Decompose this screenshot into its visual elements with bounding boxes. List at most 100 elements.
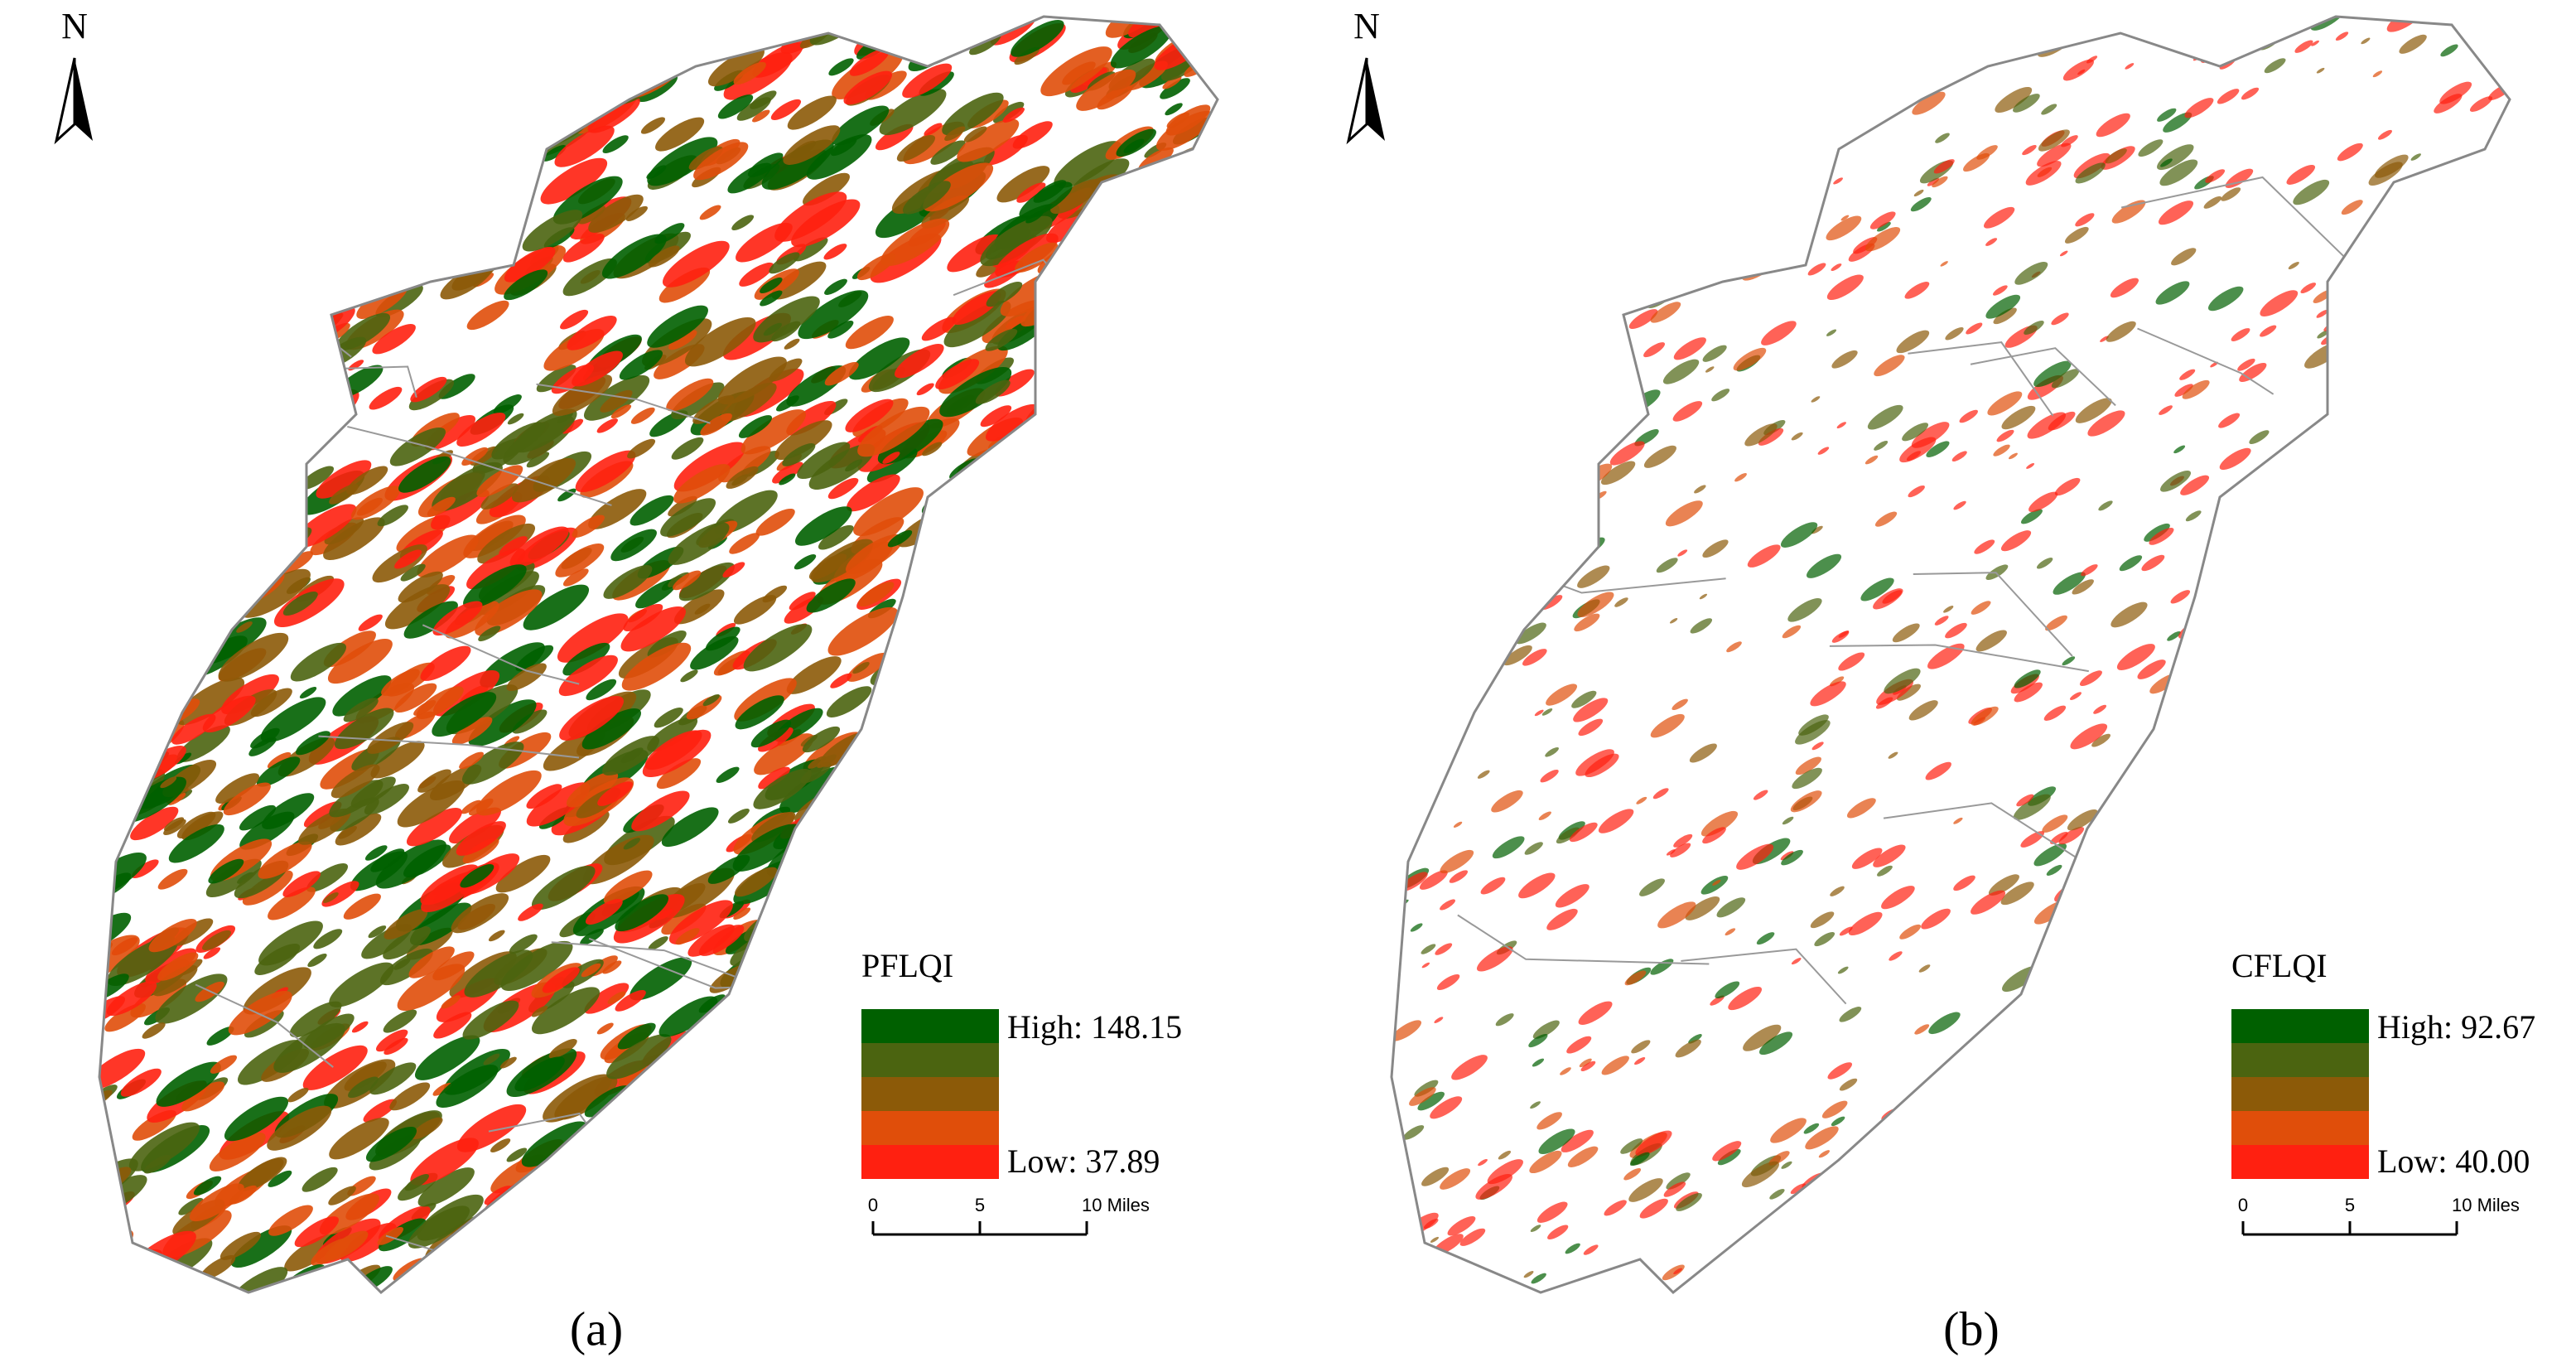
land-patch xyxy=(1840,215,1850,221)
district-boundary xyxy=(1457,914,1710,965)
land-patch xyxy=(1050,893,1073,909)
land-patch xyxy=(2385,197,2417,220)
land-patch xyxy=(963,126,987,143)
land-patch xyxy=(2110,278,2139,298)
land-patch xyxy=(923,162,994,212)
land-patch xyxy=(635,45,664,65)
land-patch xyxy=(276,191,334,231)
land-patch xyxy=(2106,321,2136,342)
land-patch xyxy=(695,1034,727,1056)
land-patch xyxy=(2106,1198,2116,1206)
land-patch xyxy=(135,55,187,91)
land-patch xyxy=(2278,618,2294,629)
land-patch xyxy=(1573,103,1583,110)
land-patch xyxy=(1716,897,1746,918)
land-patch xyxy=(1441,413,1478,439)
land-patch xyxy=(1728,986,1763,1011)
land-patch xyxy=(99,685,134,716)
land-patch xyxy=(606,1034,672,1080)
land-patch xyxy=(2293,179,2330,205)
land-patch xyxy=(1002,843,1039,868)
land-patch xyxy=(760,290,783,307)
land-patch xyxy=(1179,381,1199,394)
land-patch xyxy=(2291,730,2317,748)
land-patch xyxy=(204,141,251,174)
land-patch xyxy=(548,19,593,51)
land-patch xyxy=(958,594,1002,626)
land-patch xyxy=(2432,1094,2463,1116)
land-patch xyxy=(1705,1278,1743,1292)
land-patch xyxy=(384,1037,408,1056)
land-patch xyxy=(787,95,837,130)
land-patch xyxy=(1981,1247,2010,1267)
land-patch xyxy=(1392,1184,1406,1194)
land-patch xyxy=(1005,767,1054,802)
land-patch xyxy=(1715,981,1740,999)
land-patch xyxy=(932,532,990,572)
land-patch xyxy=(2038,129,2070,152)
land-patch xyxy=(1164,584,1218,629)
land-patch xyxy=(394,683,437,713)
land-patch xyxy=(2091,733,2110,747)
land-patch xyxy=(1920,17,1935,24)
land-patch xyxy=(924,123,943,136)
land-patch xyxy=(171,17,200,29)
land-patch xyxy=(1480,877,1506,895)
land-patch xyxy=(2218,413,2241,428)
land-patch xyxy=(1094,1254,1152,1292)
land-patch xyxy=(1795,756,1821,775)
land-patch xyxy=(758,1169,778,1183)
land-patch xyxy=(2063,892,2080,904)
land-patch xyxy=(1140,321,1212,372)
land-patch xyxy=(1573,698,1609,722)
land-patch xyxy=(223,188,276,225)
land-patch xyxy=(862,785,895,809)
land-patch xyxy=(224,514,297,564)
land-patch xyxy=(972,1244,1036,1287)
land-patch xyxy=(2119,555,2143,572)
land-patch xyxy=(1103,537,1128,554)
land-patch xyxy=(2413,1075,2441,1094)
land-patch xyxy=(1807,263,1826,276)
land-patch xyxy=(2265,1189,2276,1197)
land-patch xyxy=(1566,1036,1592,1054)
land-patch xyxy=(1162,75,1182,89)
land-patch xyxy=(1911,422,1950,448)
land-patch xyxy=(264,196,290,215)
land-patch xyxy=(2159,159,2198,186)
land-patch xyxy=(1983,206,2015,229)
land-patch xyxy=(620,606,687,652)
land-patch xyxy=(466,300,509,331)
north-arrow-left xyxy=(54,57,76,145)
land-patch xyxy=(1500,596,1515,606)
land-patch xyxy=(840,784,869,804)
land-patch xyxy=(2461,679,2492,700)
land-patch xyxy=(2400,1050,2423,1065)
district-boundary xyxy=(1681,948,1847,1005)
land-patch xyxy=(1741,1161,1780,1188)
land-patch xyxy=(830,673,852,688)
land-patch xyxy=(1530,1101,1541,1109)
land-patch xyxy=(1665,500,1703,527)
land-patch xyxy=(1509,213,1529,227)
land-patch xyxy=(2500,70,2510,79)
land-patch xyxy=(350,251,387,276)
land-patch xyxy=(2296,1276,2316,1289)
land-patch xyxy=(1925,1209,1940,1220)
land-patch xyxy=(1633,48,1648,59)
land-patch xyxy=(760,948,787,967)
land-patch xyxy=(2203,642,2239,667)
land-patch xyxy=(176,162,241,208)
land-patch xyxy=(2075,398,2112,423)
land-patch xyxy=(352,41,395,72)
land-patch xyxy=(701,1178,772,1227)
land-patch xyxy=(1685,896,1720,920)
land-patch xyxy=(602,736,660,775)
land-patch xyxy=(163,817,185,832)
land-patch xyxy=(1541,708,1553,716)
land-patch xyxy=(209,36,273,80)
land-patch xyxy=(1532,1058,1545,1067)
land-patch xyxy=(990,466,1027,492)
land-patch xyxy=(1183,483,1218,508)
land-patch xyxy=(1102,864,1124,881)
